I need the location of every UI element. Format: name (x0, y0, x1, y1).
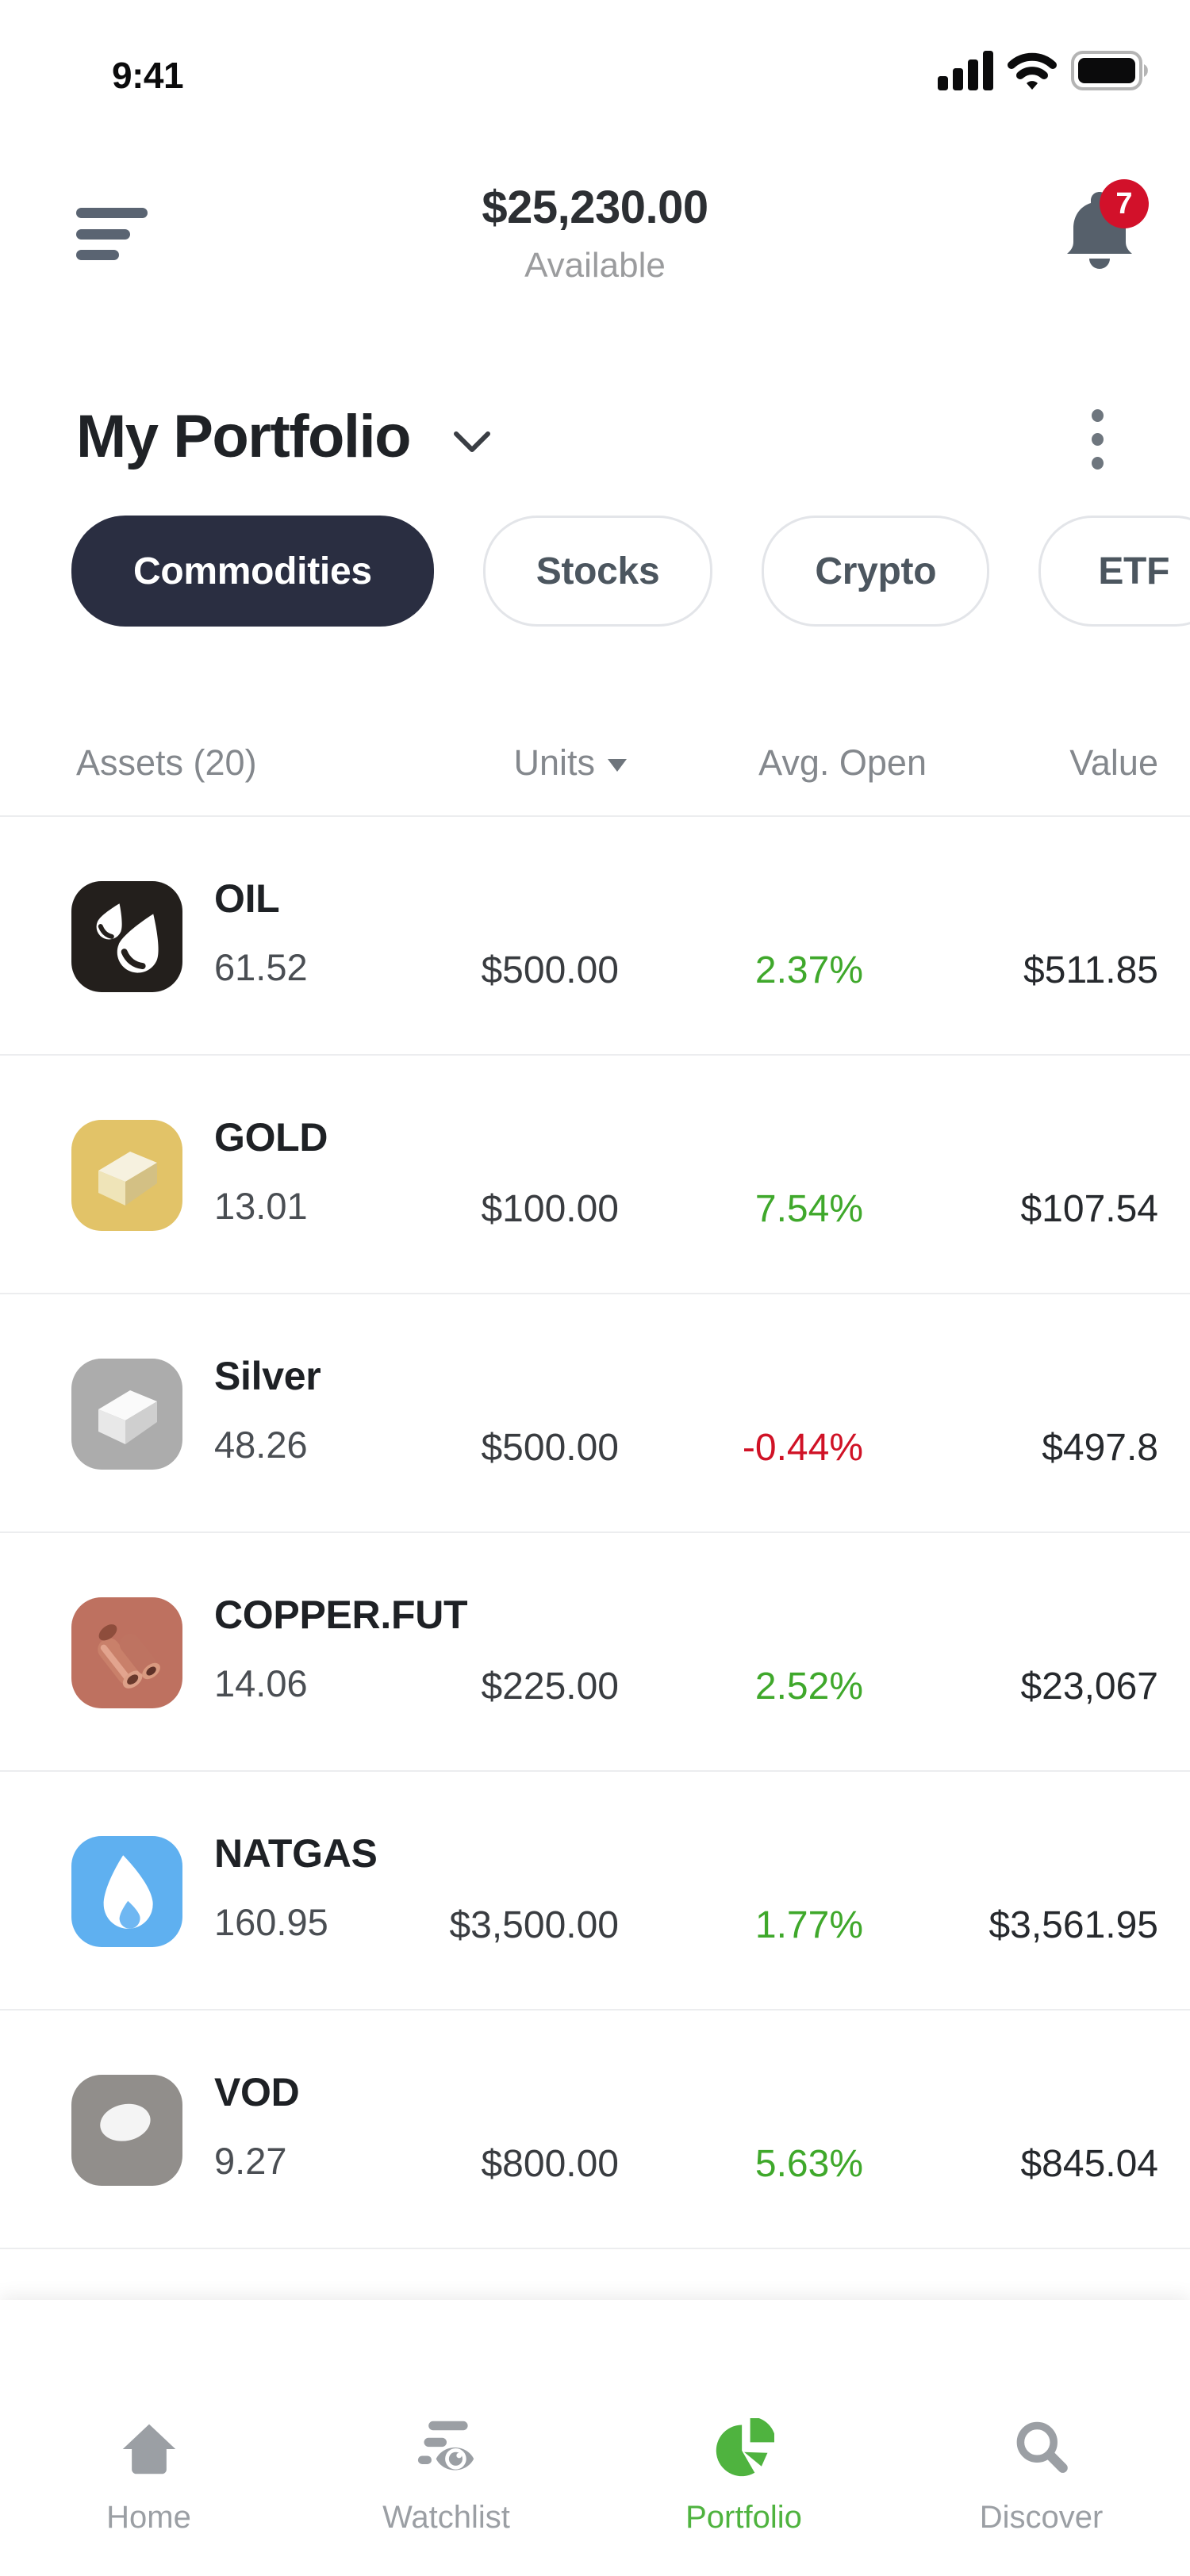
status-time: 9:41 (112, 55, 184, 96)
kebab-dot (1092, 457, 1104, 470)
asset-change-percent: -0.44% (742, 1427, 863, 1469)
asset-ticker: OIL (214, 876, 280, 921)
vod-icon (71, 2075, 182, 2186)
hamburger-line (76, 229, 130, 240)
asset-class-filters: Commodities Stocks Crypto ETF (71, 516, 1190, 627)
asset-row-natgas[interactable]: NATGAS 160.95 $3,500.00 1.77% $3,561.95 (0, 1772, 1190, 2011)
filter-chip-crypto[interactable]: Crypto (762, 516, 990, 627)
discover-icon (1012, 2418, 1072, 2478)
bell-icon (1065, 191, 1134, 274)
kebab-dot (1092, 433, 1104, 446)
asset-avg-open-amount: $3,500.00 (449, 1904, 619, 1946)
column-header-assets: Assets (20) (76, 742, 257, 783)
nav-item-discover[interactable]: Discover (892, 2300, 1190, 2576)
hamburger-menu-button[interactable] (76, 208, 149, 260)
table-header: Assets (20) Units Avg. Open Value (0, 742, 1190, 790)
assets-table-body: OIL 61.52 $500.00 2.37% $511.85 GOLD 13.… (0, 817, 1190, 2249)
asset-ticker: Silver (214, 1354, 321, 1398)
nav-label: Portfolio (685, 2500, 802, 2535)
asset-units: 160.95 (214, 1901, 328, 1943)
column-header-avg-open: Avg. Open (758, 742, 927, 783)
asset-value: $511.85 (1023, 949, 1158, 991)
asset-value: $845.04 (1020, 2143, 1158, 2185)
asset-units: 61.52 (214, 946, 308, 988)
asset-ticker: NATGAS (214, 1831, 378, 1876)
filter-chip-commodities[interactable]: Commodities (71, 516, 434, 627)
status-icons (938, 51, 1150, 94)
nav-label: Home (106, 2500, 191, 2535)
asset-units: 13.01 (214, 1185, 308, 1227)
cellular-signal-icon (938, 51, 993, 94)
filter-chip-etf[interactable]: ETF (1038, 516, 1190, 627)
available-balance: $25,230.00 (482, 182, 708, 233)
notification-badge: 7 (1100, 179, 1149, 228)
oil-icon (71, 881, 182, 992)
bottom-navigation: Home Watchlist Portfolio Discover (0, 2300, 1190, 2576)
asset-value: $497.8 (1042, 1427, 1158, 1469)
asset-avg-open-amount: $225.00 (481, 1666, 619, 1708)
more-options-button[interactable] (1082, 409, 1114, 476)
asset-ticker: VOD (214, 2070, 300, 2114)
chevron-down-icon (451, 429, 493, 457)
asset-change-percent: 5.63% (754, 2143, 863, 2185)
column-header-units-label: Units (513, 742, 595, 783)
asset-ticker: COPPER.FUT (214, 1593, 468, 1637)
asset-change-percent: 2.37% (754, 949, 863, 991)
natgas-icon (71, 1836, 182, 1947)
divider (0, 815, 1190, 817)
copper-icon (71, 1597, 182, 1708)
asset-avg-open-amount: $800.00 (481, 2143, 619, 2185)
nav-item-watchlist[interactable]: Watchlist (298, 2300, 595, 2576)
nav-label: Discover (979, 2500, 1104, 2535)
asset-avg-open-amount: $500.00 (481, 1427, 619, 1469)
battery-icon (1071, 51, 1150, 94)
nav-label: Watchlist (382, 2500, 510, 2535)
nav-item-portfolio[interactable]: Portfolio (595, 2300, 892, 2576)
gold-icon (71, 1120, 182, 1231)
asset-value: $23,067 (1020, 1666, 1158, 1708)
notifications-button[interactable]: 7 (1061, 179, 1149, 274)
asset-row-gold[interactable]: GOLD 13.01 $100.00 7.54% $107.54 (0, 1056, 1190, 1294)
column-header-units-sort[interactable]: Units (513, 742, 627, 784)
sort-arrow-icon (608, 759, 627, 772)
asset-change-percent: 7.54% (754, 1188, 863, 1230)
portfolio-selector[interactable]: My Portfolio (76, 401, 493, 473)
asset-row-silver[interactable]: Silver 48.26 $500.00 -0.44% $497.8 (0, 1294, 1190, 1533)
asset-change-percent: 1.77% (754, 1904, 863, 1946)
asset-units: 48.26 (214, 1424, 308, 1466)
nav-item-home[interactable]: Home (0, 2300, 298, 2576)
asset-value: $107.54 (1020, 1188, 1158, 1230)
portfolio-icon (714, 2418, 774, 2478)
asset-avg-open-amount: $500.00 (481, 949, 619, 991)
column-header-value: Value (1069, 742, 1158, 783)
asset-row-vod[interactable]: VOD 9.27 $800.00 5.63% $845.04 (0, 2011, 1190, 2249)
asset-units: 14.06 (214, 1662, 308, 1704)
asset-avg-open-amount: $100.00 (481, 1188, 619, 1230)
hamburger-line (76, 250, 119, 260)
silver-icon (71, 1359, 182, 1470)
asset-row-copper-fut[interactable]: COPPER.FUT 14.06 $225.00 2.52% $23,067 (0, 1533, 1190, 1772)
balance-caption: Available (524, 246, 666, 285)
wifi-icon (1007, 51, 1058, 94)
asset-value: $3,561.95 (988, 1904, 1158, 1946)
asset-units: 9.27 (214, 2140, 287, 2182)
kebab-dot (1092, 409, 1104, 422)
asset-row-oil[interactable]: OIL 61.52 $500.00 2.37% $511.85 (0, 817, 1190, 1056)
filter-chip-stocks[interactable]: Stocks (482, 516, 713, 627)
page-title: My Portfolio (76, 403, 412, 470)
home-icon (119, 2418, 179, 2478)
asset-change-percent: 2.52% (754, 1666, 863, 1708)
watchlist-icon (416, 2418, 477, 2478)
hamburger-line (76, 208, 148, 218)
asset-ticker: GOLD (214, 1115, 328, 1160)
